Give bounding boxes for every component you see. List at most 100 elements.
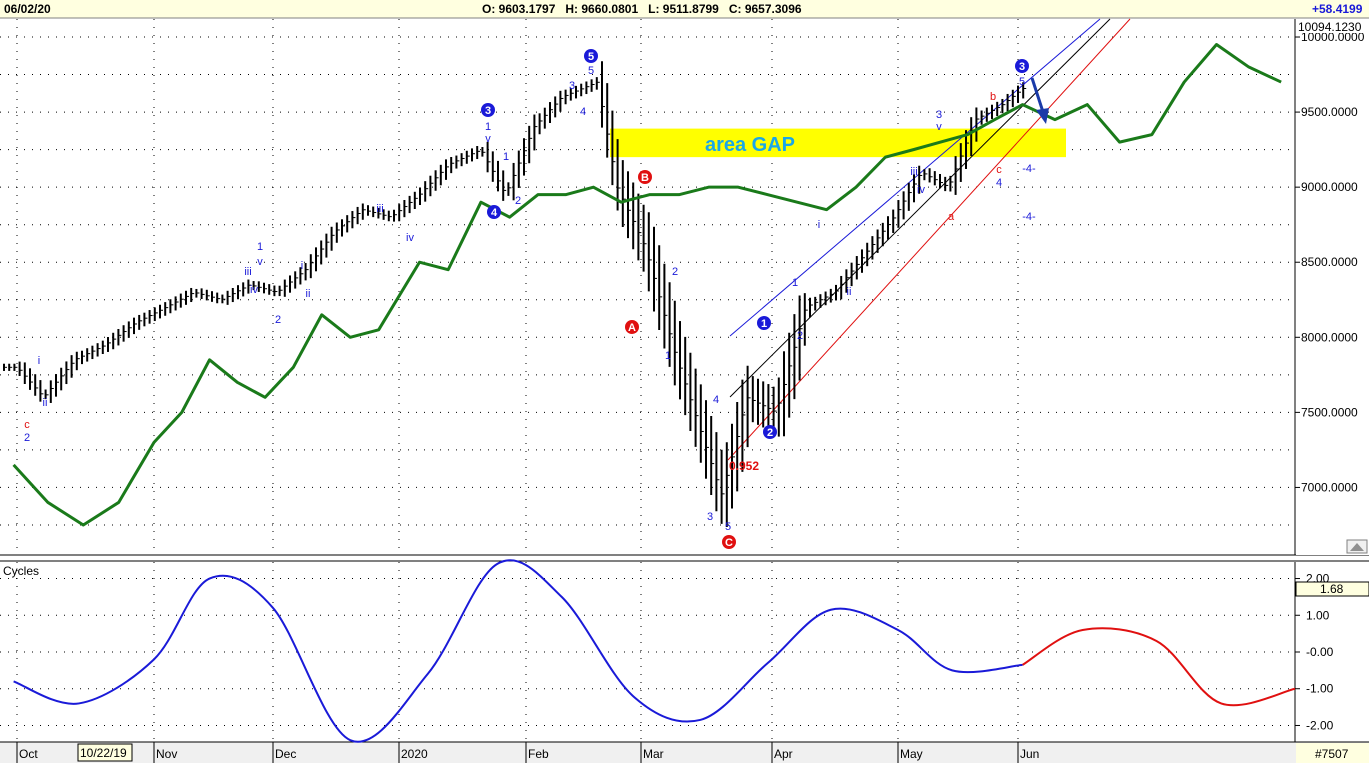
wave-labels: 123345ABCiiiiiiivv12iiiiiiiv121v34521345… bbox=[24, 49, 1036, 549]
wave-circle-marker bbox=[763, 425, 777, 439]
wave-label: 4 bbox=[580, 106, 586, 118]
price-tick-label: 8000.0000 bbox=[1301, 330, 1358, 344]
wave-circle-marker bbox=[584, 49, 598, 63]
wave-label: 1 bbox=[792, 277, 798, 289]
wave-label: 5 bbox=[725, 521, 731, 533]
wave-label: iii bbox=[376, 203, 383, 215]
wave-label: 3 bbox=[569, 80, 575, 92]
wave-label: v bbox=[485, 133, 491, 145]
channel-mid-line bbox=[729, 18, 1111, 398]
wave-label: iii bbox=[910, 166, 917, 178]
date-tick-label: Oct bbox=[19, 747, 38, 761]
wave-label: 1 bbox=[485, 121, 491, 133]
header-change: +58.4199 bbox=[1312, 2, 1363, 16]
cycles-plot-area[interactable] bbox=[0, 562, 1295, 742]
wave-circle-label: A bbox=[628, 322, 636, 334]
gap-rectangle bbox=[610, 128, 1066, 158]
retrace-label: 0.952 bbox=[729, 459, 759, 473]
wave-circle-label: C bbox=[725, 537, 733, 549]
wave-label: iv bbox=[250, 284, 258, 296]
price-tick-label: 7000.0000 bbox=[1301, 480, 1358, 494]
wave-label: -4- bbox=[1022, 163, 1036, 175]
wave-circle-label: 3 bbox=[485, 105, 491, 117]
wave-label: 3 bbox=[707, 511, 713, 523]
gap-label: area GAP bbox=[705, 134, 795, 156]
wave-circle-marker bbox=[722, 535, 736, 549]
wave-label: 3 bbox=[936, 109, 942, 121]
wave-circle-marker bbox=[1015, 59, 1029, 73]
date-axis[interactable] bbox=[0, 742, 1369, 763]
wave-label: -4- bbox=[1022, 211, 1036, 223]
date-tick-label: Dec bbox=[275, 747, 296, 761]
wave-label: 2 bbox=[275, 314, 281, 326]
wave-circle-label: 4 bbox=[491, 207, 498, 219]
price-bars bbox=[3, 61, 1027, 527]
wave-label: v bbox=[936, 121, 942, 133]
cursor-date-box bbox=[77, 743, 133, 762]
wave-label: c bbox=[24, 419, 30, 431]
date-tick-label: 2020 bbox=[401, 747, 428, 761]
date-tick-label: Apr bbox=[774, 747, 793, 761]
wave-circle-marker bbox=[625, 320, 639, 334]
wave-label: iv bbox=[917, 184, 925, 196]
wave-label: i bbox=[38, 355, 40, 367]
date-tick-label: Mar bbox=[643, 747, 664, 761]
wave-label: i bbox=[818, 219, 820, 231]
cycle-tick-label: -0.00 bbox=[1306, 645, 1334, 659]
wave-label: iii bbox=[244, 266, 251, 278]
symbol-tag-box bbox=[1296, 743, 1369, 763]
cycle-tick-label: -1.00 bbox=[1306, 682, 1334, 696]
wave-label: a bbox=[948, 211, 955, 223]
cycle-history-line bbox=[13, 559, 1023, 743]
wave-label: c bbox=[996, 164, 1002, 176]
symbol-tag: #7507 bbox=[1315, 747, 1349, 761]
cycle-projection-line bbox=[1022, 627, 1296, 707]
wave-circle-marker bbox=[481, 103, 495, 117]
price-tick-label: 10000.0000 bbox=[1301, 30, 1365, 44]
wave-circle-label: 5 bbox=[588, 51, 594, 63]
wave-label: ii bbox=[43, 397, 48, 409]
wave-circle-label: B bbox=[641, 172, 649, 184]
wave-label: 2 bbox=[672, 266, 678, 278]
price-tick-label: 7500.0000 bbox=[1301, 405, 1358, 419]
wave-label: i bbox=[301, 260, 303, 272]
price-tick-label: 8500.0000 bbox=[1301, 255, 1358, 269]
down-arrow-icon bbox=[1030, 77, 1049, 124]
last-price-box bbox=[1296, 20, 1369, 33]
wave-circle-label: 1 bbox=[761, 318, 767, 330]
wave-label: 1 bbox=[503, 151, 509, 163]
wave-circle-marker bbox=[638, 170, 652, 184]
date-tick-label: Feb bbox=[528, 747, 549, 761]
wave-circle-marker bbox=[487, 205, 501, 219]
cycles-panel-title: Cycles bbox=[3, 564, 39, 578]
zoom-icon[interactable] bbox=[1346, 539, 1368, 554]
moving-average-line bbox=[12, 43, 1282, 527]
header-date: 06/02/20 bbox=[4, 2, 51, 16]
wave-label: 1 bbox=[665, 350, 671, 362]
wave-label: ii bbox=[847, 286, 852, 298]
wave-label: ii bbox=[306, 288, 311, 300]
price-axis-ticks: 10000.0000 9500.0000 9000.0000 8500.0000 800… bbox=[1295, 30, 1365, 732]
wave-label: 2 bbox=[24, 432, 30, 444]
wave-label: 5 bbox=[1019, 76, 1025, 88]
date-axis-ticks: Oct Nov Dec 2020 Feb Mar Apr May Jun bbox=[16, 742, 1039, 763]
header-ohlc: O: 9603.1797 H: 9660.0801 L: 9511.8799 C… bbox=[482, 2, 802, 16]
date-tick-label: May bbox=[900, 747, 923, 761]
moving-average bbox=[12, 43, 1282, 527]
price-axis[interactable] bbox=[1296, 19, 1369, 555]
header-bar bbox=[0, 0, 1369, 18]
date-tick-label: Nov bbox=[156, 747, 177, 761]
wave-label: v bbox=[257, 256, 263, 268]
cycle-lines bbox=[13, 559, 1296, 743]
price-tick-label: 9000.0000 bbox=[1301, 180, 1358, 194]
wave-label: b bbox=[990, 91, 996, 103]
price-tick-label: 9500.0000 bbox=[1301, 105, 1358, 119]
wave-label: 2 bbox=[515, 195, 521, 207]
price-plot-area[interactable] bbox=[0, 19, 1295, 555]
cycle-tick-label: -2.00 bbox=[1306, 718, 1334, 732]
cycle-value-tag: 1.68 bbox=[1320, 582, 1344, 596]
cycle-tick-label: 1.00 bbox=[1306, 608, 1330, 622]
cursor-date: 10/22/19 bbox=[80, 746, 127, 760]
